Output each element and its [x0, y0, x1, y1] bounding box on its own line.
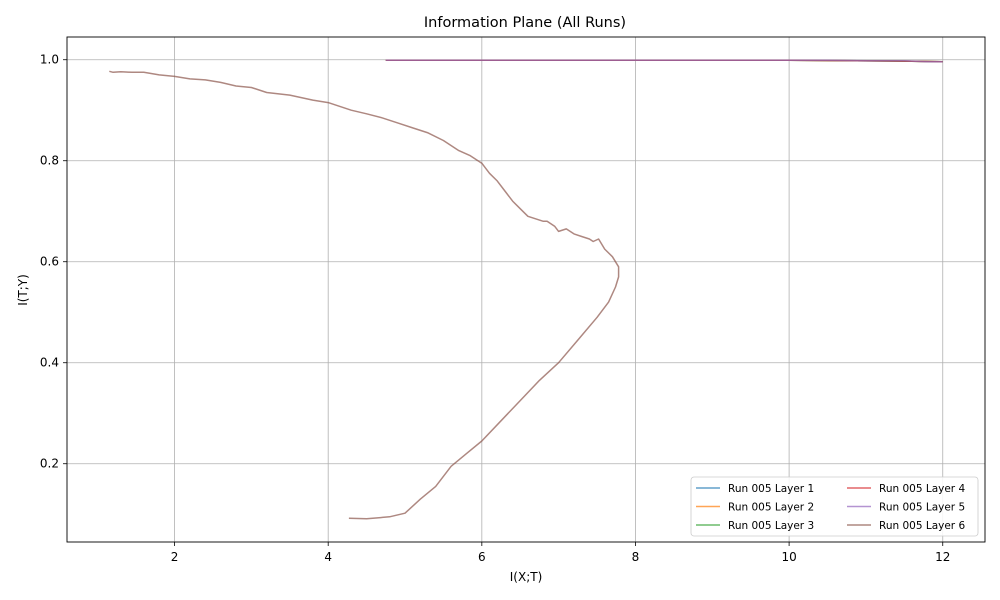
legend-label: Run 005 Layer 6	[879, 520, 965, 532]
legend-label: Run 005 Layer 5	[879, 502, 965, 514]
plot-lines	[109, 59, 943, 520]
axes-frame	[66, 36, 986, 543]
x-tick-label: 10	[781, 550, 796, 564]
legend-label: Run 005 Layer 3	[728, 520, 814, 532]
legend-label: Run 005 Layer 2	[728, 502, 814, 514]
y-tick-label: 0.2	[40, 457, 59, 471]
x-tick-label: 8	[632, 550, 640, 564]
grid	[67, 37, 985, 542]
legend-box	[690, 476, 979, 537]
x-tick-label: 2	[171, 550, 179, 564]
y-tick-label: 0.6	[40, 255, 59, 269]
legend: Run 005 Layer 1 Run 005 Layer 2 Run 005 La…	[690, 476, 979, 537]
chart-title: Information Plane (All Runs)	[424, 15, 626, 31]
y-tick-label: 0.8	[40, 154, 59, 168]
x-axis-label: I(X;T)	[510, 570, 543, 584]
x-tick-label: 6	[478, 550, 486, 564]
x-tick-label: 4	[324, 550, 332, 564]
legend-label: Run 005 Layer 4	[879, 483, 965, 495]
y-axis-label: I(T;Y)	[16, 274, 30, 306]
legend-label: Run 005 Layer 1	[728, 483, 814, 495]
y-tick-label: 0.4	[40, 356, 59, 370]
series-line-layer-6	[109, 70, 620, 520]
y-tick-label: 1.0	[40, 53, 59, 67]
series-line-layer-5	[385, 59, 943, 63]
ticks: 2 4 6 8 10 12 0.2 0.4 0.6 0.8 1.0	[40, 53, 950, 564]
x-tick-label: 12	[935, 550, 950, 564]
